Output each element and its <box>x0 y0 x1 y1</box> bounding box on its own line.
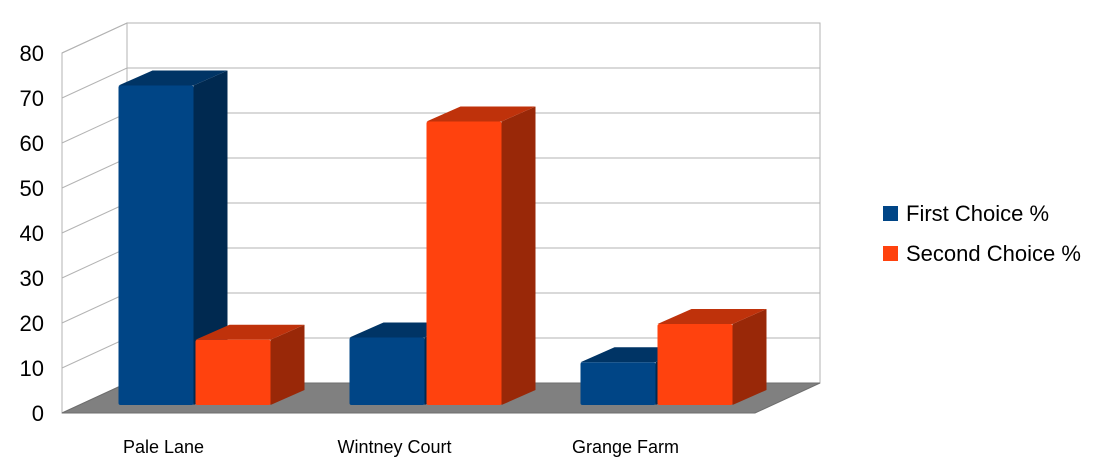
y-tick-label: 0 <box>32 401 44 426</box>
bar-side <box>193 70 228 405</box>
y-tick-label: 80 <box>20 41 44 66</box>
x-axis-ticks: Pale Lane Wintney Court Grange Farm <box>123 437 679 457</box>
legend-label: First Choice % <box>906 201 1049 226</box>
bar <box>426 106 536 405</box>
bar-top <box>118 70 228 86</box>
bar-front <box>657 324 733 405</box>
legend-swatch <box>883 246 898 261</box>
bar-front <box>195 339 271 405</box>
bar-front <box>118 85 194 405</box>
y-tick-label: 50 <box>20 176 44 201</box>
bar-top <box>657 309 767 324</box>
y-axis-ticks: 0 10 20 30 40 50 60 70 80 <box>20 41 44 426</box>
y-tick-label: 30 <box>20 266 44 291</box>
x-tick-label: Grange Farm <box>572 437 679 457</box>
bar-side <box>270 324 305 405</box>
bar-front <box>426 121 502 405</box>
y-tick-label: 40 <box>20 221 44 246</box>
bar <box>118 70 228 405</box>
legend: First Choice % Second Choice % <box>883 201 1081 266</box>
bar-front <box>580 362 656 405</box>
x-tick-label: Pale Lane <box>123 437 204 457</box>
bar-top <box>426 106 536 122</box>
gridline <box>61 22 820 54</box>
bar <box>195 324 305 405</box>
y-tick-label: 10 <box>20 356 44 381</box>
bars <box>118 70 767 405</box>
bar <box>657 309 767 405</box>
gridline <box>61 67 820 99</box>
bar-front <box>349 337 425 405</box>
bar-side <box>732 309 767 405</box>
y-tick-label: 20 <box>20 311 44 336</box>
bar-top <box>195 324 305 340</box>
y-tick-label: 70 <box>20 86 44 111</box>
bar-side <box>501 106 536 405</box>
legend-swatch <box>883 206 898 221</box>
x-tick-label: Wintney Court <box>337 437 451 457</box>
legend-label: Second Choice % <box>906 241 1081 266</box>
y-tick-label: 60 <box>20 131 44 156</box>
